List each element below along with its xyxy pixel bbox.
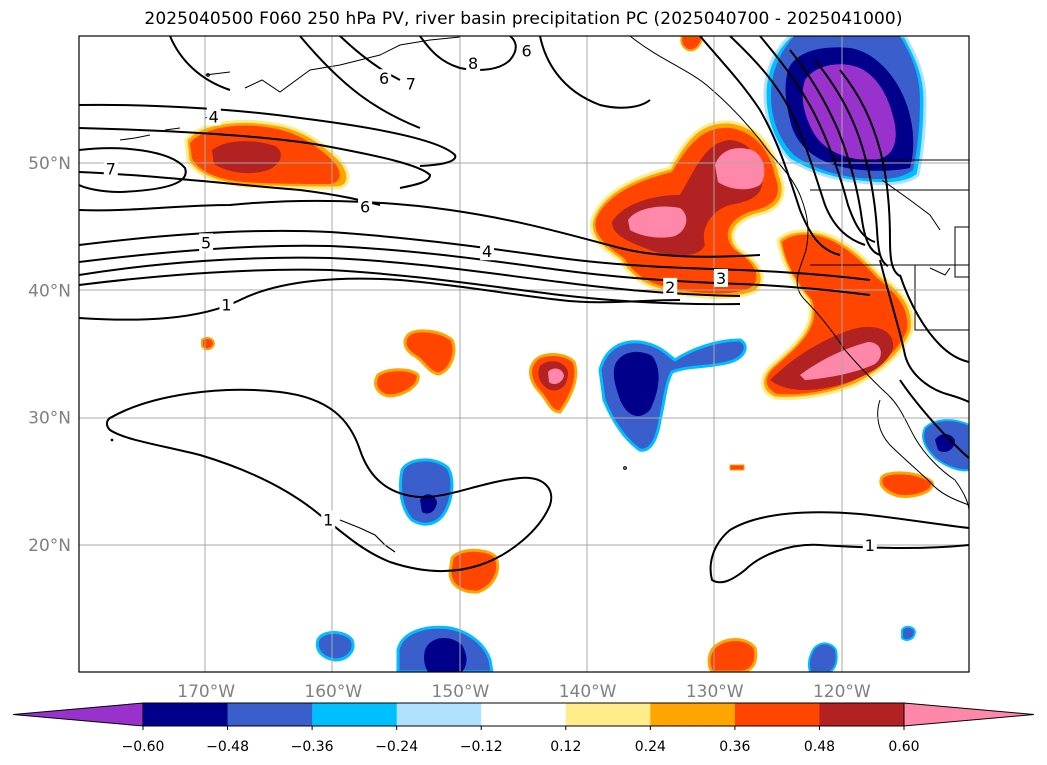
pv-contour-label: 5 <box>201 233 211 252</box>
contour-label-background <box>377 69 392 88</box>
contour-label-background <box>663 277 678 296</box>
colorbar-tick-label: 0.60 <box>888 739 919 755</box>
precip-negative-anomaly-south <box>315 419 969 672</box>
colorbar-segment <box>565 703 651 726</box>
longitude-label: 160°W <box>304 682 362 702</box>
latitude-label: 40°N <box>28 281 71 301</box>
longitude-label: 120°W <box>813 682 871 702</box>
latitude-label: 50°N <box>28 154 71 174</box>
colorbar-tick-label: −0.36 <box>291 739 334 755</box>
precip-negative-anomaly-hawaii <box>398 458 454 526</box>
latitude-labels: 50°N 40°N 30°N 20°N <box>28 154 71 556</box>
pv-contour-label: 7 <box>406 74 416 93</box>
map-title: 2025040500 F060 250 hPa PV, river basin … <box>144 9 903 29</box>
pv-contour-label: 6 <box>360 198 370 217</box>
pv-contour-label: 8 <box>468 54 478 73</box>
contour-label-background <box>403 74 418 93</box>
colorbar-segment <box>396 703 482 726</box>
islands <box>110 73 627 553</box>
longitude-labels: 170°W 160°W 150°W 140°W 130°W 120°W <box>177 682 871 702</box>
colorbar-tick-label: −0.12 <box>460 739 503 755</box>
precip-positive-anomaly-california <box>761 229 914 400</box>
contour-label-background <box>199 233 214 252</box>
colorbar-tick-label: 0.36 <box>719 739 750 755</box>
map-frame <box>78 35 970 673</box>
latitude-label: 30°N <box>28 409 71 429</box>
contour-label-background <box>206 107 221 126</box>
contour-label-background <box>103 159 118 178</box>
colorbar-segment <box>143 703 229 726</box>
colorbar-tick-label: −0.48 <box>206 739 249 755</box>
pv-contour-label: 7 <box>106 160 116 179</box>
colorbar-segment <box>481 703 567 726</box>
precip-positive-anomaly-nw <box>184 119 350 190</box>
contour-label-background <box>519 41 534 60</box>
colorbar-tick-label: 0.48 <box>804 739 835 755</box>
colorbar-segment <box>227 703 313 726</box>
pv-contour-label: 4 <box>209 107 219 126</box>
longitude-label: 130°W <box>686 682 744 702</box>
contour-label-background <box>219 295 234 314</box>
contour-label-background <box>321 510 336 529</box>
pv-contour-label: 4 <box>482 242 492 261</box>
colorbar-segment <box>819 703 905 726</box>
colorbar-segment <box>734 703 820 726</box>
pv-contour-label: 6 <box>379 69 389 88</box>
longitude-label: 170°W <box>177 682 235 702</box>
colorbar-outline <box>142 702 905 727</box>
pv-contour-label: 1 <box>323 511 333 530</box>
pv-contours <box>79 36 969 584</box>
precip-positive-small <box>201 36 934 672</box>
pv-contour-label: 1 <box>221 296 231 315</box>
colorbar-extend-max <box>903 702 1035 727</box>
pv-contour-label: 6 <box>521 41 531 60</box>
colorbar: −0.60 −0.48 −0.36 −0.24 −0.12 0.12 0.24 0.36 0.4… <box>12 702 1035 755</box>
contour-label-background <box>480 242 495 261</box>
colorbar-tick-label: −0.60 <box>122 739 165 755</box>
colorbar-segment <box>650 703 736 726</box>
contour-label-background <box>862 536 877 555</box>
pv-contour-label: 3 <box>716 269 726 288</box>
pv-contour-label: 2 <box>665 278 675 297</box>
pv-contour-label: 1 <box>865 536 875 555</box>
contour-label-background <box>466 53 481 72</box>
colorbar-tick-label: 0.24 <box>635 739 666 755</box>
longitude-label: 140°W <box>559 682 617 702</box>
latitude-label: 20°N <box>28 536 71 556</box>
colorbar-extend-min <box>12 702 144 727</box>
longitude-label: 150°W <box>432 682 490 702</box>
colorbar-tick-label: −0.24 <box>375 739 418 755</box>
colorbar-tick-label: 0.12 <box>550 739 581 755</box>
precip-negative-anomaly-central <box>598 338 747 452</box>
contour-label-background <box>714 268 729 287</box>
contour-label-background <box>358 197 373 216</box>
colorbar-segment <box>312 703 398 726</box>
